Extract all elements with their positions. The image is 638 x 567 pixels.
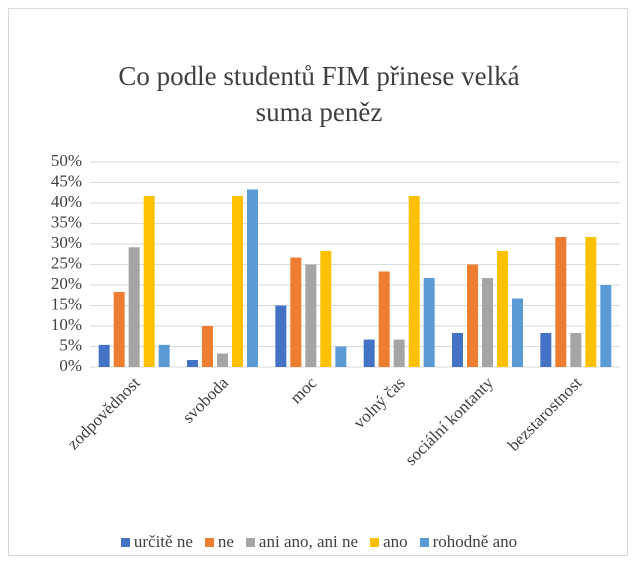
bar bbox=[113, 291, 125, 367]
bar bbox=[482, 278, 493, 367]
bar bbox=[393, 339, 405, 367]
x-tick-label: moc bbox=[286, 373, 320, 407]
legend-label: ne bbox=[217, 532, 234, 551]
y-tick-label: 5% bbox=[59, 335, 82, 354]
bar bbox=[540, 332, 552, 367]
bar bbox=[512, 298, 523, 367]
bar bbox=[202, 326, 213, 367]
x-tick-label: bezstarostnost bbox=[504, 373, 586, 455]
bar bbox=[290, 257, 302, 367]
legend-item: rohodně ano bbox=[419, 532, 518, 552]
bar bbox=[600, 285, 612, 367]
legend-swatch bbox=[245, 537, 255, 547]
bar bbox=[158, 344, 170, 367]
legend-label: ano bbox=[383, 532, 408, 551]
bar bbox=[232, 196, 243, 367]
legend-swatch bbox=[204, 537, 214, 547]
legend-swatch bbox=[370, 537, 380, 547]
bar bbox=[143, 196, 155, 367]
legend-label: určitě ne bbox=[133, 532, 193, 551]
legend: určitě ne ne ani ano, ani ne ano rohodně ano bbox=[0, 532, 638, 552]
chart-frame bbox=[8, 8, 628, 556]
bar bbox=[363, 339, 375, 367]
bar bbox=[275, 305, 287, 367]
bar bbox=[98, 344, 110, 367]
bar bbox=[305, 264, 317, 367]
y-tick-label: 20% bbox=[51, 274, 82, 293]
y-tick-label: 45% bbox=[51, 171, 82, 190]
legend-item: ne bbox=[204, 532, 234, 552]
bar bbox=[217, 353, 228, 367]
legend-item: ano bbox=[370, 532, 408, 552]
bar bbox=[452, 332, 463, 367]
bar bbox=[555, 237, 567, 367]
y-tick-label: 35% bbox=[51, 212, 82, 231]
bar bbox=[585, 237, 597, 367]
legend-swatch bbox=[120, 537, 130, 547]
x-tick-label: volný čas bbox=[350, 373, 409, 432]
legend-label: ani ano, ani ne bbox=[258, 532, 359, 551]
y-tick-label: 15% bbox=[51, 294, 82, 313]
y-tick-label: 50% bbox=[51, 151, 82, 170]
y-tick-label: 25% bbox=[51, 253, 82, 272]
y-tick-label: 0% bbox=[59, 356, 82, 375]
x-tick-label: zodpovědnost bbox=[64, 373, 144, 453]
legend-item: určitě ne bbox=[120, 532, 193, 552]
bar bbox=[408, 196, 420, 367]
legend-item: ani ano, ani ne bbox=[245, 532, 359, 552]
bar bbox=[320, 250, 332, 367]
bar bbox=[423, 278, 435, 367]
bar bbox=[570, 332, 582, 367]
bar bbox=[247, 189, 258, 367]
bar bbox=[128, 247, 140, 367]
bar bbox=[187, 360, 198, 367]
x-tick-label: svoboda bbox=[179, 373, 233, 427]
legend-label: rohodně ano bbox=[432, 532, 518, 551]
y-tick-label: 10% bbox=[51, 315, 82, 334]
bar bbox=[497, 250, 508, 367]
y-tick-label: 30% bbox=[51, 233, 82, 252]
legend-swatch bbox=[419, 537, 429, 547]
bar bbox=[467, 264, 478, 367]
bar bbox=[378, 271, 390, 367]
bar bbox=[335, 346, 347, 367]
y-tick-label: 40% bbox=[51, 192, 82, 211]
x-tick-label: sociální kontanty bbox=[401, 373, 497, 469]
chart-title: Co podle studentů FIM přinese velká suma… bbox=[118, 61, 520, 127]
